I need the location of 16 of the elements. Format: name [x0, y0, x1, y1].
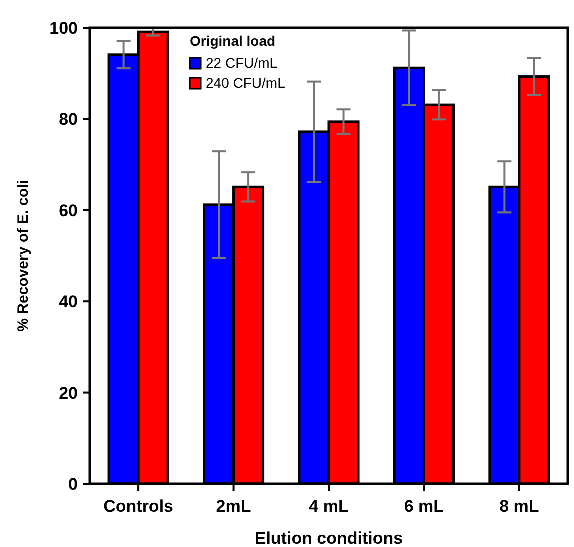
- x-tick-label: 2mL: [216, 497, 252, 516]
- y-tick-label: 20: [59, 384, 78, 403]
- y-tick-label: 60: [59, 201, 78, 220]
- y-axis-title: % Recovery of E. coli: [15, 180, 32, 332]
- legend-label: 240 CFU/mL: [206, 75, 286, 91]
- y-tick-label: 40: [59, 292, 78, 312]
- y-tick-label: 100: [50, 18, 78, 38]
- x-tick-label: 6 mL: [404, 497, 444, 516]
- legend-title: Original load: [190, 33, 276, 49]
- x-tick-label: 8 mL: [500, 497, 540, 516]
- x-tick-label: Controls: [104, 497, 174, 516]
- y-tick-label: 80: [59, 110, 78, 130]
- y-tick-label: 0: [68, 474, 78, 494]
- x-axis-title: Elution conditions: [254, 529, 404, 547]
- x-tick-label: 4 mL: [309, 497, 349, 516]
- legend-label: 22 CFU/mL: [206, 55, 278, 71]
